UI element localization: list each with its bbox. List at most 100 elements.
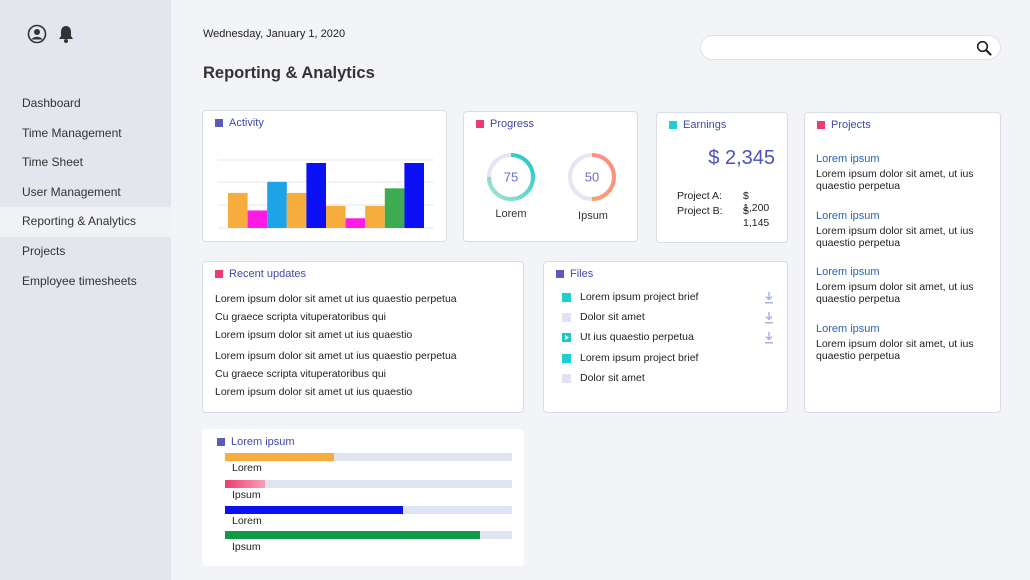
blue-square-icon [217,438,225,446]
download-icon[interactable] [764,312,774,324]
files-header: Files [556,268,593,280]
project-item-title[interactable]: Lorem ipsum [816,323,880,335]
teal-square-icon [562,293,571,302]
search-input[interactable] [713,39,968,56]
earnings-title: Earnings [683,119,727,131]
file-name[interactable]: Lorem ipsum project brief [580,352,699,364]
progress-card: Progress 75 50 Lorem Ipsum [463,111,638,242]
activity-header: Activity [215,117,264,129]
download-icon[interactable] [764,332,774,344]
files-card: Files Lorem ipsum project brief Dolor si… [543,261,788,413]
activity-bar [267,181,287,228]
progress-ring-arc [568,153,616,201]
progress-ring-value: 50 [585,170,599,185]
search-box[interactable] [700,35,1001,60]
lorem-bars-header: Lorem ipsum [217,436,295,448]
earnings-row-b: Project B: $ 1,145 [677,205,777,229]
sidebar-item-time-management[interactable]: Time Management [22,125,122,140]
sidebar: Dashboard Time Management Time Sheet Use… [0,0,171,580]
activity-bar [326,205,346,228]
ring-label-ipsum: Ipsum [578,210,608,222]
update-item: Lorem ipsum dolor sit amet ut ius quaest… [215,293,457,305]
earnings-card: Earnings $ 2,345 Project A: $ 1,200 Proj… [656,112,788,243]
update-item: Cu graece scripta vituperatoribus qui [215,368,387,380]
activity-bar [404,163,424,228]
progress-ring-ipsum: 50 [568,153,616,201]
progress-bar-fill [225,531,481,539]
activity-bar [306,163,326,228]
progress-bar-fill [225,480,266,488]
progress-ring-lorem: 75 [487,153,535,201]
blue-square-icon [556,270,564,278]
lorem-bars-title: Lorem ipsum [231,436,295,448]
file-name[interactable]: Dolor sit amet [580,311,645,323]
bell-icon[interactable] [56,24,76,44]
sidebar-item-reporting-analytics[interactable]: Reporting & Analytics [0,207,171,237]
lavender-square-icon [562,374,571,383]
blue-square-icon [215,119,223,127]
activity-bar [247,210,268,228]
recent-updates-card: Recent updates Lorem ipsum dolor sit ame… [202,261,524,413]
sidebar-icons [27,24,76,44]
update-item: Lorem ipsum dolor sit amet ut ius quaest… [215,329,413,341]
earnings-row-a: Project A: $ 1,200 [677,190,777,214]
teal-square-icon [562,354,571,363]
project-item-title[interactable]: Lorem ipsum [816,153,880,165]
activity-bar [286,192,307,228]
progress-bar-track [225,480,512,488]
sidebar-item-dashboard[interactable]: Dashboard [22,96,81,110]
recent-updates-title: Recent updates [229,268,307,280]
file-item[interactable]: Dolor sit amet [562,372,774,386]
progress-bar-label: Ipsum [232,489,261,501]
project-item[interactable]: Lorem ipsum Lorem ipsum dolor sit amet, … [816,265,996,305]
activity-bar [345,218,366,228]
project-item-title[interactable]: Lorem ipsum [816,266,880,278]
sidebar-item-user-management[interactable]: User Management [22,184,121,199]
project-item-desc: Lorem ipsum dolor sit amet, ut ius quaes… [816,281,974,305]
projects-title: Projects [831,119,871,131]
activity-bar [228,192,248,228]
progress-ring-value: 75 [504,170,518,185]
page-title: Reporting & Analytics [203,64,375,82]
file-item[interactable]: Dolor sit amet [562,311,774,325]
sidebar-item-time-sheet[interactable]: Time Sheet [22,155,83,170]
activity-bar [384,188,405,228]
progress-header: Progress [476,118,534,130]
file-item[interactable]: Lorem ipsum project brief [562,352,774,366]
lavender-square-icon [562,313,571,322]
sidebar-item-employee-timesheets[interactable]: Employee timesheets [22,273,137,288]
progress-ring-arc [487,153,535,201]
earnings-row-label: Project A: [677,190,722,202]
update-item: Lorem ipsum dolor sit amet ut ius quaest… [215,350,457,362]
user-circle-icon[interactable] [27,24,47,44]
project-item[interactable]: Lorem ipsum Lorem ipsum dolor sit amet, … [816,322,996,362]
file-name[interactable]: Lorem ipsum project brief [580,291,699,303]
sidebar-item-projects[interactable]: Projects [22,243,66,258]
earnings-row-label: Project B: [677,205,723,217]
files-title: Files [570,268,594,280]
pink-square-icon [817,121,825,129]
update-item: Cu graece scripta vituperatoribus qui [215,311,387,323]
search-icon[interactable] [976,40,992,56]
progress-bar-label: Lorem [232,462,262,474]
earnings-total: $ 2,345 [708,147,775,169]
update-item: Lorem ipsum dolor sit amet ut ius quaest… [215,386,413,398]
file-item[interactable]: Lorem ipsum project brief [562,291,774,305]
project-item[interactable]: Lorem ipsum Lorem ipsum dolor sit amet, … [816,152,996,192]
file-name[interactable]: Ut ius quaestio perpetua [580,331,694,343]
progress-bar-track [225,506,512,514]
progress-title: Progress [490,118,535,130]
file-item[interactable]: Ut ius quaestio perpetua [562,331,774,345]
progress-bar-track [225,453,512,461]
project-item-title[interactable]: Lorem ipsum [816,210,880,222]
download-icon[interactable] [764,292,774,304]
project-item[interactable]: Lorem ipsum Lorem ipsum dolor sit amet, … [816,209,996,249]
progress-bar-fill [225,506,403,514]
teal-square-icon [669,121,677,129]
ring-label-lorem: Lorem [495,208,527,220]
earnings-row-value: $ 1,145 [743,205,770,229]
lorem-bars-card: Lorem ipsum Lorem Ipsum Lorem Ipsum [202,429,524,566]
project-item-desc: Lorem ipsum dolor sit amet, ut ius quaes… [816,225,974,249]
file-name[interactable]: Dolor sit amet [580,372,645,384]
progress-bar-label: Ipsum [232,541,261,553]
